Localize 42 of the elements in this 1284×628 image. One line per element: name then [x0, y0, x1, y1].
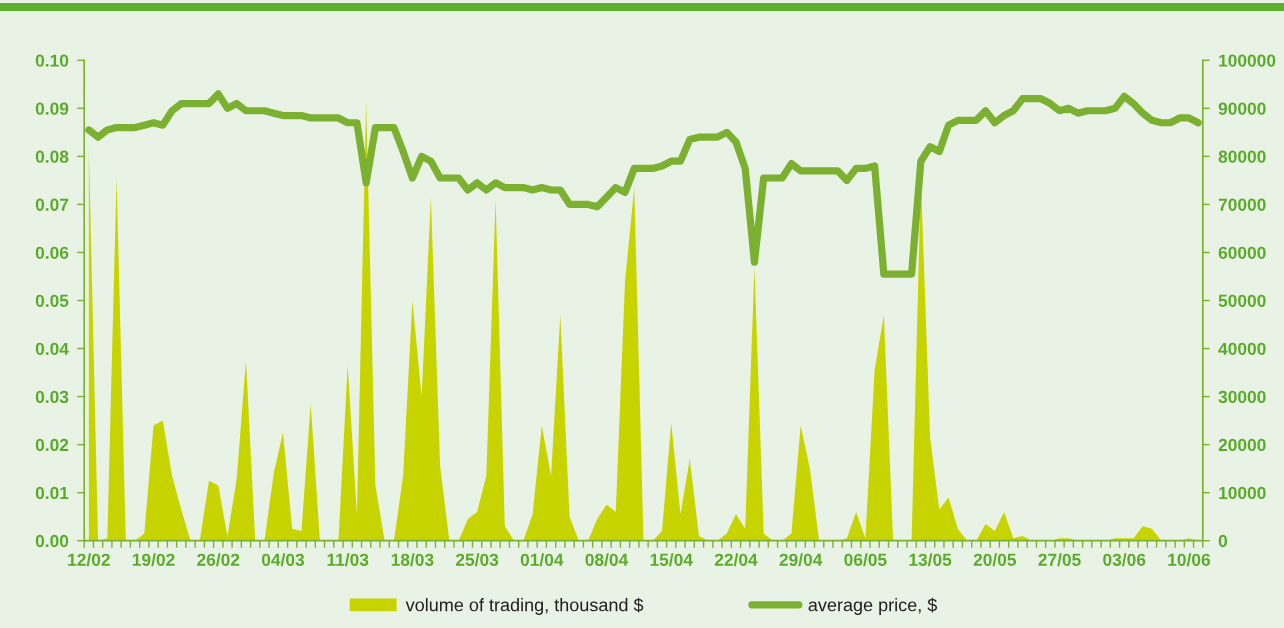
- x-tick-label: 10/06: [1168, 553, 1211, 567]
- x-tick-label: 18/03: [391, 553, 434, 567]
- x-tick-label: 22/04: [714, 553, 758, 567]
- y-tick-label: 0.03: [35, 390, 69, 404]
- y2-tick-label: 80000: [1218, 150, 1266, 163]
- y2-tick-label: 90000: [1218, 102, 1266, 115]
- x-tick-label: 01/04: [520, 553, 564, 567]
- x-tick-label: 13/05: [909, 553, 952, 567]
- x-tick-label: 20/05: [973, 553, 1017, 567]
- x-tick-label: 03/06: [1103, 553, 1146, 567]
- x-tick-label: 27/05: [1038, 553, 1081, 567]
- y-tick-label: 0.06: [35, 246, 69, 259]
- y2-tick-label: 70000: [1218, 198, 1266, 211]
- y2-tick-label: 0: [1218, 534, 1228, 548]
- x-tick-label: 06/05: [844, 553, 887, 567]
- y2-tick-label: 30000: [1218, 390, 1266, 404]
- y-tick-label: 0.07: [35, 198, 69, 211]
- legend-label: average price, $: [808, 597, 938, 615]
- y-tick-label: 0.05: [35, 294, 69, 307]
- x-tick-label: 04/03: [261, 553, 305, 567]
- y2-tick-label: 50000: [1218, 294, 1266, 307]
- x-tick-label: 11/03: [327, 553, 369, 567]
- x-tick-label: 12/02: [68, 553, 110, 567]
- y2-tick-label: 40000: [1218, 342, 1266, 355]
- y-tick-label: 0.08: [35, 150, 69, 163]
- y-tick-label: 0.01: [35, 486, 69, 500]
- legend-label: volume of trading, thousand $: [405, 597, 644, 615]
- y-tick-label: 0.04: [35, 342, 69, 355]
- y2-tick-label: 100000: [1219, 54, 1276, 67]
- x-tick-label: 15/04: [650, 553, 693, 567]
- y2-tick-label: 60000: [1218, 246, 1266, 259]
- y-tick-label: 0.10: [35, 54, 69, 67]
- y2-tick-label: 10000: [1219, 486, 1266, 500]
- x-tick-label: 26/02: [197, 553, 240, 567]
- y-tick-label: 0.02: [35, 438, 69, 452]
- x-tick-label: 19/02: [132, 553, 175, 567]
- y-tick-label: 0.00: [35, 534, 69, 548]
- y-tick-label: 0.09: [35, 102, 69, 115]
- x-tick-label: 08/04: [585, 553, 629, 567]
- y2-tick-label: 20000: [1218, 438, 1266, 452]
- x-tick-label: 29/04: [779, 553, 823, 567]
- x-tick-label: 25/03: [455, 553, 499, 567]
